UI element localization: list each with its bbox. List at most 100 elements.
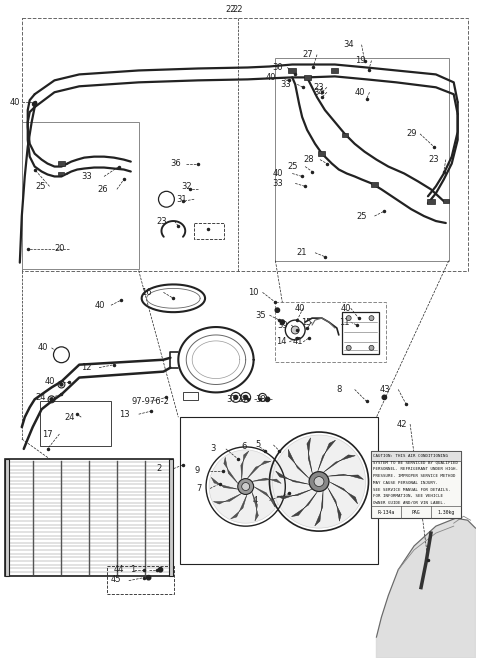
Text: 33: 33 — [81, 172, 92, 181]
Text: 16: 16 — [141, 288, 151, 297]
Text: R-134a: R-134a — [378, 510, 395, 515]
Bar — [194, 223, 224, 239]
Text: 40: 40 — [341, 303, 351, 313]
Polygon shape — [327, 474, 363, 479]
Circle shape — [53, 347, 69, 363]
Polygon shape — [323, 455, 355, 473]
Text: 30: 30 — [273, 63, 283, 72]
Text: 18: 18 — [205, 225, 216, 233]
Text: A: A — [59, 350, 64, 360]
Circle shape — [33, 102, 37, 106]
Polygon shape — [252, 492, 258, 521]
Text: 13: 13 — [119, 410, 130, 418]
Circle shape — [234, 395, 238, 399]
Text: 40: 40 — [37, 343, 48, 352]
Circle shape — [275, 308, 279, 313]
Bar — [5, 459, 9, 576]
Circle shape — [50, 398, 53, 401]
Text: 43: 43 — [379, 385, 390, 394]
Text: PRESSURE. IMPROPER SERVICE METHOD: PRESSURE. IMPROPER SERVICE METHOD — [373, 474, 456, 478]
Text: 3: 3 — [210, 444, 216, 453]
Circle shape — [291, 326, 299, 334]
Circle shape — [369, 316, 374, 321]
Polygon shape — [376, 518, 476, 658]
Circle shape — [309, 472, 329, 492]
Text: 10: 10 — [248, 288, 258, 297]
Text: 15: 15 — [301, 317, 312, 327]
Circle shape — [60, 383, 63, 386]
Bar — [342, 133, 348, 137]
Polygon shape — [288, 449, 310, 479]
Text: 40: 40 — [10, 98, 21, 106]
Text: 37: 37 — [238, 395, 249, 404]
Text: 44: 44 — [114, 565, 124, 574]
Bar — [372, 451, 461, 518]
Circle shape — [369, 345, 374, 350]
Bar — [183, 393, 198, 401]
Circle shape — [209, 450, 282, 523]
Text: 97-976-2: 97-976-2 — [132, 397, 169, 406]
Circle shape — [346, 316, 351, 321]
Polygon shape — [211, 477, 238, 489]
Bar — [288, 68, 296, 73]
Text: 19: 19 — [355, 56, 365, 65]
Text: 2: 2 — [156, 464, 162, 473]
Bar — [304, 75, 311, 80]
Bar — [342, 312, 379, 354]
Text: 36: 36 — [170, 159, 181, 168]
Text: 23: 23 — [428, 155, 439, 164]
Text: 28: 28 — [303, 155, 314, 164]
Polygon shape — [276, 471, 310, 485]
Text: 40: 40 — [273, 169, 283, 178]
Circle shape — [346, 345, 351, 350]
Circle shape — [158, 191, 174, 207]
Bar — [371, 182, 378, 186]
Text: 17: 17 — [42, 430, 52, 438]
Text: 12: 12 — [81, 363, 92, 372]
Polygon shape — [252, 478, 281, 483]
Text: 40: 40 — [95, 301, 106, 310]
Text: 33: 33 — [280, 80, 291, 89]
Text: 6: 6 — [242, 442, 247, 451]
Text: 40: 40 — [265, 73, 276, 82]
Bar — [180, 417, 378, 564]
Circle shape — [146, 576, 151, 580]
Text: 42: 42 — [396, 420, 407, 428]
Text: 40: 40 — [45, 377, 55, 386]
Text: 39: 39 — [277, 321, 288, 330]
Text: SYSTEM TO BE SERVICED BY QUALIFIED: SYSTEM TO BE SERVICED BY QUALIFIED — [373, 461, 458, 465]
Text: 25: 25 — [288, 162, 298, 171]
Text: 22: 22 — [226, 5, 236, 13]
Text: 25: 25 — [36, 182, 46, 191]
Bar — [58, 161, 65, 166]
Bar — [319, 151, 325, 156]
Text: SEE SERVICE MANUAL FOR DETAILS.: SEE SERVICE MANUAL FOR DETAILS. — [373, 488, 451, 492]
Text: 23: 23 — [313, 83, 324, 92]
Text: 35: 35 — [255, 311, 266, 320]
Text: 1.30kg: 1.30kg — [437, 510, 455, 515]
Circle shape — [273, 435, 366, 528]
Circle shape — [314, 477, 324, 486]
Polygon shape — [291, 491, 318, 517]
Bar — [40, 401, 111, 446]
Text: 11: 11 — [339, 317, 349, 327]
Text: 45: 45 — [111, 575, 121, 584]
Bar — [107, 566, 174, 594]
Text: 5: 5 — [255, 440, 261, 449]
Polygon shape — [318, 440, 336, 472]
Text: MAY CAUSE PERSONAL INJURY.: MAY CAUSE PERSONAL INJURY. — [373, 481, 438, 485]
Text: 29: 29 — [406, 130, 417, 138]
Text: 14: 14 — [276, 337, 287, 346]
Polygon shape — [241, 451, 249, 480]
Circle shape — [280, 320, 285, 325]
Polygon shape — [315, 490, 323, 526]
Polygon shape — [327, 487, 341, 521]
Circle shape — [242, 483, 250, 490]
Text: 34: 34 — [313, 88, 324, 97]
Polygon shape — [329, 482, 358, 504]
Text: 37: 37 — [226, 395, 237, 404]
Text: 38: 38 — [255, 395, 266, 404]
Bar — [5, 459, 173, 576]
Text: 33: 33 — [273, 179, 283, 188]
Text: 24: 24 — [64, 412, 75, 422]
